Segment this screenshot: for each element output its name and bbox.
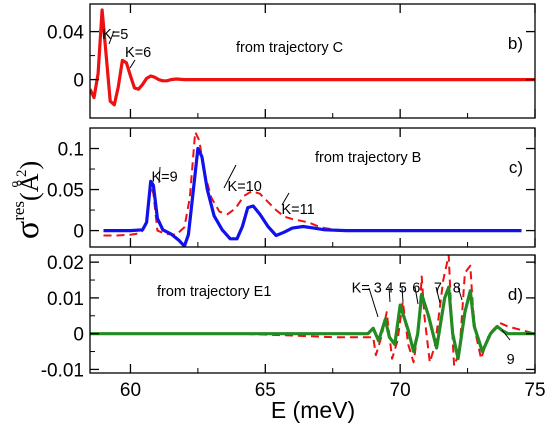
svg-text:σres(Åo2): σres(Åo 2): [6, 161, 46, 239]
y-axis-close: ): [15, 161, 44, 170]
panel-frame: [89, 254, 536, 374]
panel-label-c: c): [509, 158, 523, 177]
panel-b: 0 0.04 b) from trajectory C K=5 K=6: [47, 3, 536, 119]
annotation-label: K=5: [102, 27, 128, 43]
y-tick-label: 0.1: [58, 140, 84, 161]
series-line-c-solid: [103, 146, 522, 247]
annotation-leader: [457, 286, 463, 301]
source-label-d: from trajectory E1: [157, 284, 271, 300]
source-label-b: from trajectory C: [236, 40, 343, 56]
y-tick-label: 0.04: [47, 23, 84, 44]
y-tick-label: 0.02: [47, 253, 84, 274]
annotation-label: K=6: [125, 45, 151, 61]
y-axis-label: σres(Åo 2): [6, 161, 46, 239]
annotation-leader: [223, 164, 237, 189]
annotation-leader: [158, 166, 161, 184]
y-tick-label: -0.01: [41, 360, 84, 381]
annotation-leader: [281, 192, 290, 206]
panel-frame: [89, 3, 536, 119]
y-tick-label: 0: [73, 222, 84, 243]
y-tick-label: 0.05: [47, 181, 84, 202]
y-axis-units-exp: 2: [14, 170, 30, 178]
annotation-leader: [388, 286, 391, 303]
y-axis-symbol: σ: [9, 221, 46, 239]
x-tick-label: 60: [120, 380, 141, 401]
panel-label-b: b): [508, 34, 523, 53]
x-tick-label: 70: [390, 380, 411, 401]
annotation-leader: [368, 287, 379, 318]
series-line-d-dashed: [90, 255, 535, 367]
annotation-leader: [401, 286, 404, 303]
y-axis-units-ring: o: [6, 181, 21, 188]
annotation-label: K=10: [228, 179, 262, 195]
annotation-label: 7: [434, 281, 442, 297]
x-tick-label: 65: [255, 380, 276, 401]
panel-frame: [89, 127, 536, 248]
annotation-label: 5: [399, 281, 407, 297]
annotation-leader: [414, 286, 419, 305]
annotation-leader: [435, 286, 441, 304]
annotation-leader: [129, 59, 136, 69]
series-line-c-dashed: [103, 131, 522, 237]
annotation-leader: [108, 30, 115, 45]
annotation-label: 8: [453, 281, 461, 297]
series-line-d-solid: [90, 285, 535, 361]
y-tick-label: 0: [73, 325, 84, 346]
source-label-c: from trajectory B: [315, 150, 421, 166]
annotation-label: 6: [412, 281, 420, 297]
annotation-label: K=11: [281, 202, 314, 218]
y-axis-superscript: res: [9, 201, 28, 221]
y-tick-label: 0.01: [47, 289, 84, 310]
x-tick-label: 75: [524, 380, 545, 401]
annotation-label: 9: [507, 352, 515, 368]
x-axis-label: E (meV): [271, 397, 355, 423]
panel-label-d: d): [508, 285, 523, 304]
annotation-label: K= 3: [352, 281, 382, 297]
series-line-b-solid: [90, 8, 535, 107]
annotation-label: K=9: [151, 169, 177, 185]
annotation-leader: [501, 329, 511, 341]
y-tick-label: 0: [73, 71, 84, 92]
panel-c: 0 0.05 0.1 c) from trajectory B K=9 K=10 K=11: [47, 127, 536, 248]
y-axis-units: (Å: [15, 173, 44, 201]
